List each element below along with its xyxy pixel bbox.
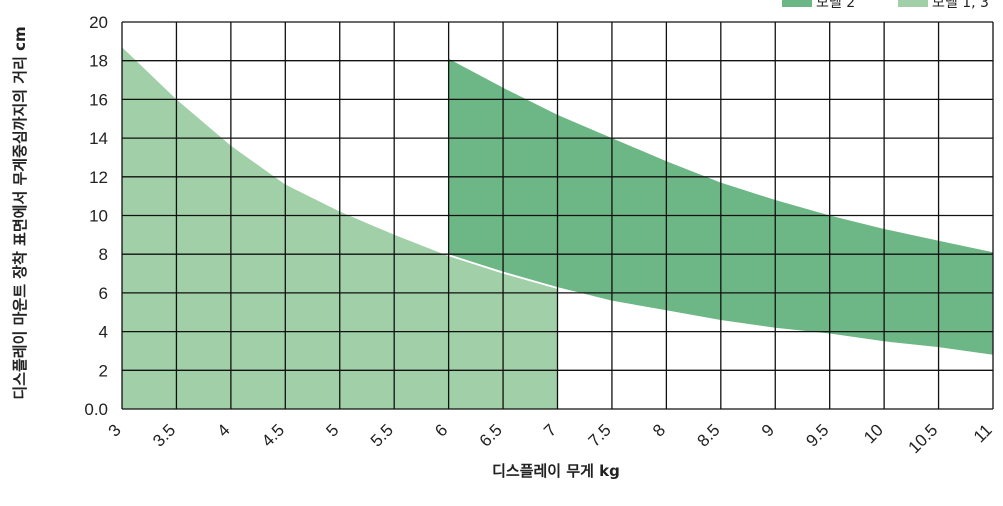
x-tick-label: 10.5: [905, 420, 942, 457]
y-tick-label: 10: [89, 207, 108, 226]
x-axis-title: 디스플레이 무게 kg: [492, 462, 620, 480]
y-tick-labels: 0.0 2 4 6 8 10 12 14 16 18 20: [84, 13, 108, 419]
y-tick-label: 2: [99, 361, 108, 380]
x-tick-label: 6: [431, 420, 451, 440]
legend-swatch-1: [782, 0, 812, 7]
y-tick-label: 0.0: [84, 400, 108, 419]
legend-label-1: 모델 2: [816, 0, 855, 11]
x-tick-label: 11: [970, 420, 996, 446]
legend: 모델 2 모델 1, 3: [782, 0, 989, 11]
y-tick-label: 20: [89, 13, 108, 32]
x-tick-label: 4.5: [258, 420, 288, 450]
y-tick-label: 6: [99, 284, 108, 303]
chart-grid: [121, 21, 994, 410]
x-tick-label: 4: [214, 420, 234, 440]
y-tick-label: 16: [89, 90, 108, 109]
x-tick-label: 8.5: [693, 420, 723, 450]
y-tick-label: 4: [99, 323, 108, 342]
x-tick-label: 9: [758, 420, 778, 440]
x-tick-labels: 3 3.5 4 4.5 5 5.5 6 6.5 7 7.5 8 8.5 9 9.5 10 10.5 11: [105, 420, 996, 457]
x-tick-label: 8: [649, 420, 669, 440]
x-tick-label: 9.5: [802, 420, 832, 450]
legend-label-2: 모델 1, 3: [932, 0, 989, 11]
x-tick-label: 5: [322, 420, 342, 440]
x-tick-label: 6.5: [476, 420, 506, 450]
x-tick-label: 5.5: [367, 420, 397, 450]
x-tick-label: 7: [540, 420, 560, 440]
y-tick-label: 8: [99, 245, 108, 264]
y-tick-label: 12: [89, 168, 108, 187]
y-tick-label: 18: [89, 52, 108, 71]
x-tick-label: 3.5: [149, 420, 179, 450]
y-axis-title: 디스플레이 마운트 장착 표면에서 무게중심까지의 거리 cm: [11, 26, 29, 399]
x-tick-label: 7.5: [585, 420, 615, 450]
legend-swatch-2: [898, 0, 928, 7]
y-tick-label: 14: [89, 129, 108, 148]
x-tick-label: 3: [105, 420, 125, 440]
x-tick-label: 10: [860, 420, 887, 447]
